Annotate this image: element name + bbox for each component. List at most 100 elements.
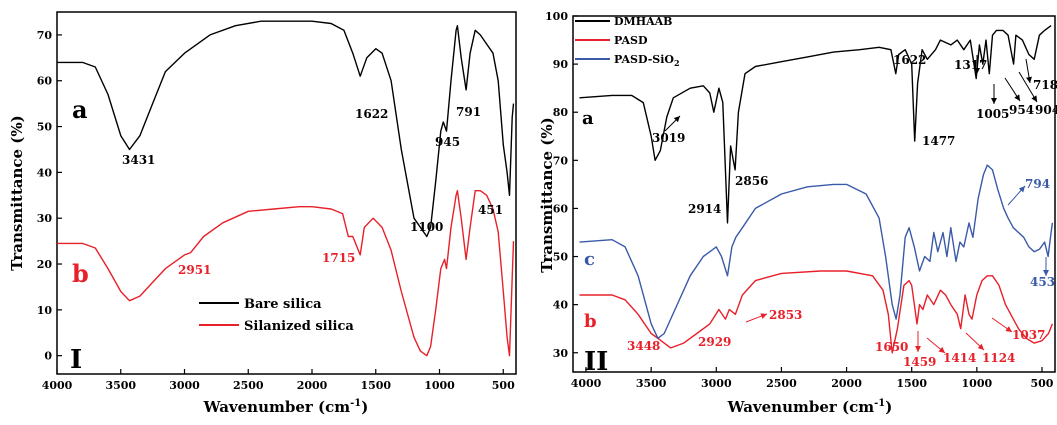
panel-2-series [579,25,1054,354]
arrow-3019 [664,115,681,132]
panel-1-annotations: 3431 1622 945 791 1100 451 2951 1715 [122,105,503,277]
panel-2-y-tick-label: 70 [553,154,569,167]
ann-1650: 1650 [875,340,908,354]
ann-1715: 1715 [322,251,355,265]
panel-2-y-tick-label: 50 [553,251,569,264]
panel-2-y-tick-label: 90 [553,58,569,71]
panel-1-legend: Bare silica Silanized silica [199,297,354,334]
panel-1-frame [56,11,517,375]
panel-1-y-tick-label: 60 [37,75,53,88]
legend-pasd-sio2-text: PASD-SiO2 [614,53,680,68]
ann-794: 794 [1025,177,1050,191]
panel-2-y-tick-label: 30 [553,347,569,360]
panel-2-arrows [664,55,1049,354]
panel-1-series-silanized-silica [57,190,515,357]
ann-1622: 1622 [893,53,926,67]
ann-1477: 1477 [922,134,955,148]
panel-1-y-tick-label: 50 [37,121,53,134]
panel-2-x-tick-label: 1000 [962,377,993,390]
panel-1-y-tick-label: 0 [44,350,52,363]
panel-2-curve-c-label: c [584,249,595,270]
ann-2856: 2856 [735,174,768,188]
panel-2-x-tick-label: 1500 [896,377,927,390]
legend-dmhaab-text: DMHAAB [614,15,672,28]
panel-1-curve-b-label: b [72,259,89,288]
arrow-2853 [745,313,768,323]
ann-945: 945 [435,135,460,149]
panel-1-roman-label: I [70,345,82,375]
panel-1-y-axis-title: Transmittance (%) [8,115,26,270]
ann-1037: 1037 [1012,328,1045,342]
ann-2929: 2929 [698,335,731,349]
panel-1-x-tick-label: 3000 [169,379,200,392]
panel-1-y-tick-label: 10 [37,304,53,317]
ann-451: 451 [478,203,503,217]
panel-2-series-pasd [579,270,1054,354]
panel-1-x-tick-label: 2000 [297,379,328,392]
panel-1-x-ticks: 4000 3500 3000 2500 2000 1500 1000 500 [42,369,515,392]
arrow-1124 [965,332,985,351]
panel-2-y-tick-label: 80 [553,106,569,119]
ann-718: 718 [1033,78,1057,92]
ann-3019: 3019 [652,131,685,145]
arrow-1037 [991,317,1013,333]
panel-2-curve-a-label: a [582,108,594,129]
panel-1-y-tick-label: 70 [37,29,53,42]
panel-1-x-tick-label: 4000 [42,379,73,392]
panel-2-x-tick-label: 4000 [571,377,602,390]
ann-3448: 3448 [627,339,660,353]
ann-1622: 1622 [355,107,388,121]
ann-1124: 1124 [982,351,1015,365]
panel-2-x-tick-label: 3000 [701,377,732,390]
panel-2-y-axis-title: Transmittance (%) [538,117,556,272]
ann-1100: 1100 [410,220,443,234]
ann-2853: 2853 [769,308,802,322]
panel-1-y-tick-label: 40 [37,166,53,179]
ann-954: 954 [1009,103,1034,117]
arrow-1414 [926,337,946,354]
ann-3431: 3431 [122,153,155,167]
legend-pasd-text: PASD [614,34,648,47]
arrow-794 [1007,185,1026,206]
panel-2-annotations: 3019 2914 2856 1622 1477 1317 1005 954 9… [627,53,1057,369]
panel-1-series [57,20,515,357]
ann-1317: 1317 [954,58,987,72]
panel-2-x-axis-title: Wavenumber (cm-1) [727,398,893,416]
panel-1-x-tick-label: 1500 [360,379,391,392]
panel-2-x-tick-label: 3500 [636,377,667,390]
panel-2-roman-label: II [584,347,608,377]
panel-1: 4000 3500 3000 2500 2000 1500 1000 500 0 10 20 30 4… [8,11,517,416]
panel-2-y-ticks: 30 40 50 60 70 80 90 100 [545,10,578,360]
panel-1-x-tick-label: 500 [492,379,515,392]
panel-1-y-tick-label: 20 [37,258,53,271]
legend-silanized-silica-text: Silanized silica [244,319,354,334]
panel-2: 4000 3500 3000 2500 2000 1500 1000 500 30 40 50 60… [538,10,1057,416]
panel-1-series-bare-silica [57,20,515,238]
panel-2-curve-b-label: b [584,311,597,332]
panel-2-y-tick-label: 40 [553,299,569,312]
ann-2914: 2914 [688,202,721,216]
panel-2-frame [572,15,1056,373]
arrow-904 [1018,71,1038,103]
ann-904: 904 [1035,103,1057,117]
arrow-954 [1004,77,1021,102]
ann-2951: 2951 [178,263,211,277]
panel-1-x-tick-label: 3500 [105,379,136,392]
panel-2-series-dmhaab [579,25,1052,224]
panel-2-series-pasd-sio2 [579,164,1054,339]
panel-1-x-tick-label: 1000 [424,379,455,392]
panel-1-x-axis-title: Wavenumber (cm-1) [203,398,369,416]
panel-2-x-tick-label: 2000 [831,377,862,390]
ann-791: 791 [456,105,481,119]
panel-2-y-tick-label: 60 [553,202,569,215]
panel-1-curve-a-label: a [72,95,88,124]
ann-1459: 1459 [903,355,936,369]
ann-453: 453 [1030,275,1055,289]
panel-1-x-tick-label: 2500 [233,379,264,392]
panel-2-x-ticks: 4000 3500 3000 2500 2000 1500 1000 500 [571,367,1054,390]
ann-1005: 1005 [976,107,1009,121]
legend-bare-silica-text: Bare silica [244,297,322,312]
panel-2-x-tick-label: 2500 [766,377,797,390]
ann-1414: 1414 [943,351,976,365]
